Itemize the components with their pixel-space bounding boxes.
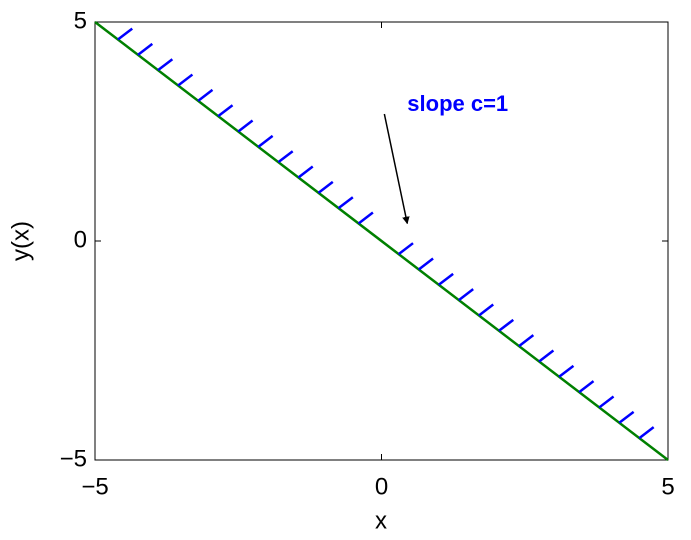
y-tick-label: −5: [60, 445, 87, 472]
slope-segment: [217, 104, 234, 118]
slope-segment: [197, 88, 214, 102]
slope-segment: [257, 134, 274, 148]
x-tick-label: 5: [661, 473, 674, 500]
y-axis-label: y(x): [7, 221, 34, 261]
slope-segment: [598, 395, 615, 409]
x-tick-label: −5: [81, 473, 108, 500]
slope-segment: [438, 272, 454, 286]
annotation: slope c=1: [407, 91, 508, 116]
y-tick-label: 0: [74, 226, 87, 253]
slope-segment: [638, 426, 655, 440]
x-axis-label: x: [375, 507, 387, 534]
y-tick-label: 5: [74, 7, 87, 34]
slope-segment: [137, 42, 154, 56]
slope-segment: [458, 288, 474, 302]
slope-segment: [337, 196, 354, 210]
slope-segment: [117, 27, 134, 41]
slope-segment: [317, 180, 334, 194]
slope-segment: [518, 334, 535, 348]
slope-segment: [478, 303, 494, 317]
slope-segment: [157, 58, 174, 72]
slope-segment: [177, 73, 194, 87]
annotation-arrow: [383, 113, 410, 225]
line-series: [94, 21, 669, 461]
slope-segment: [558, 364, 575, 378]
slope-segment: [357, 211, 374, 225]
slope-segment: [237, 119, 254, 133]
slope-segment: [397, 242, 414, 256]
x-tick-label: 0: [375, 473, 388, 500]
slope-segment: [498, 318, 515, 332]
slope-segment: [618, 410, 635, 424]
slope-segment: [578, 380, 595, 394]
slope-segment: [538, 349, 555, 363]
slope-segment: [417, 257, 434, 271]
slope-segment: [297, 165, 314, 179]
slope-segment: [277, 150, 294, 164]
